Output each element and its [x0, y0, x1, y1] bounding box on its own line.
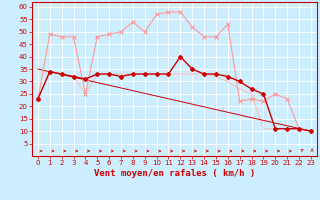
X-axis label: Vent moyen/en rafales ( km/h ): Vent moyen/en rafales ( km/h ) [94, 169, 255, 178]
